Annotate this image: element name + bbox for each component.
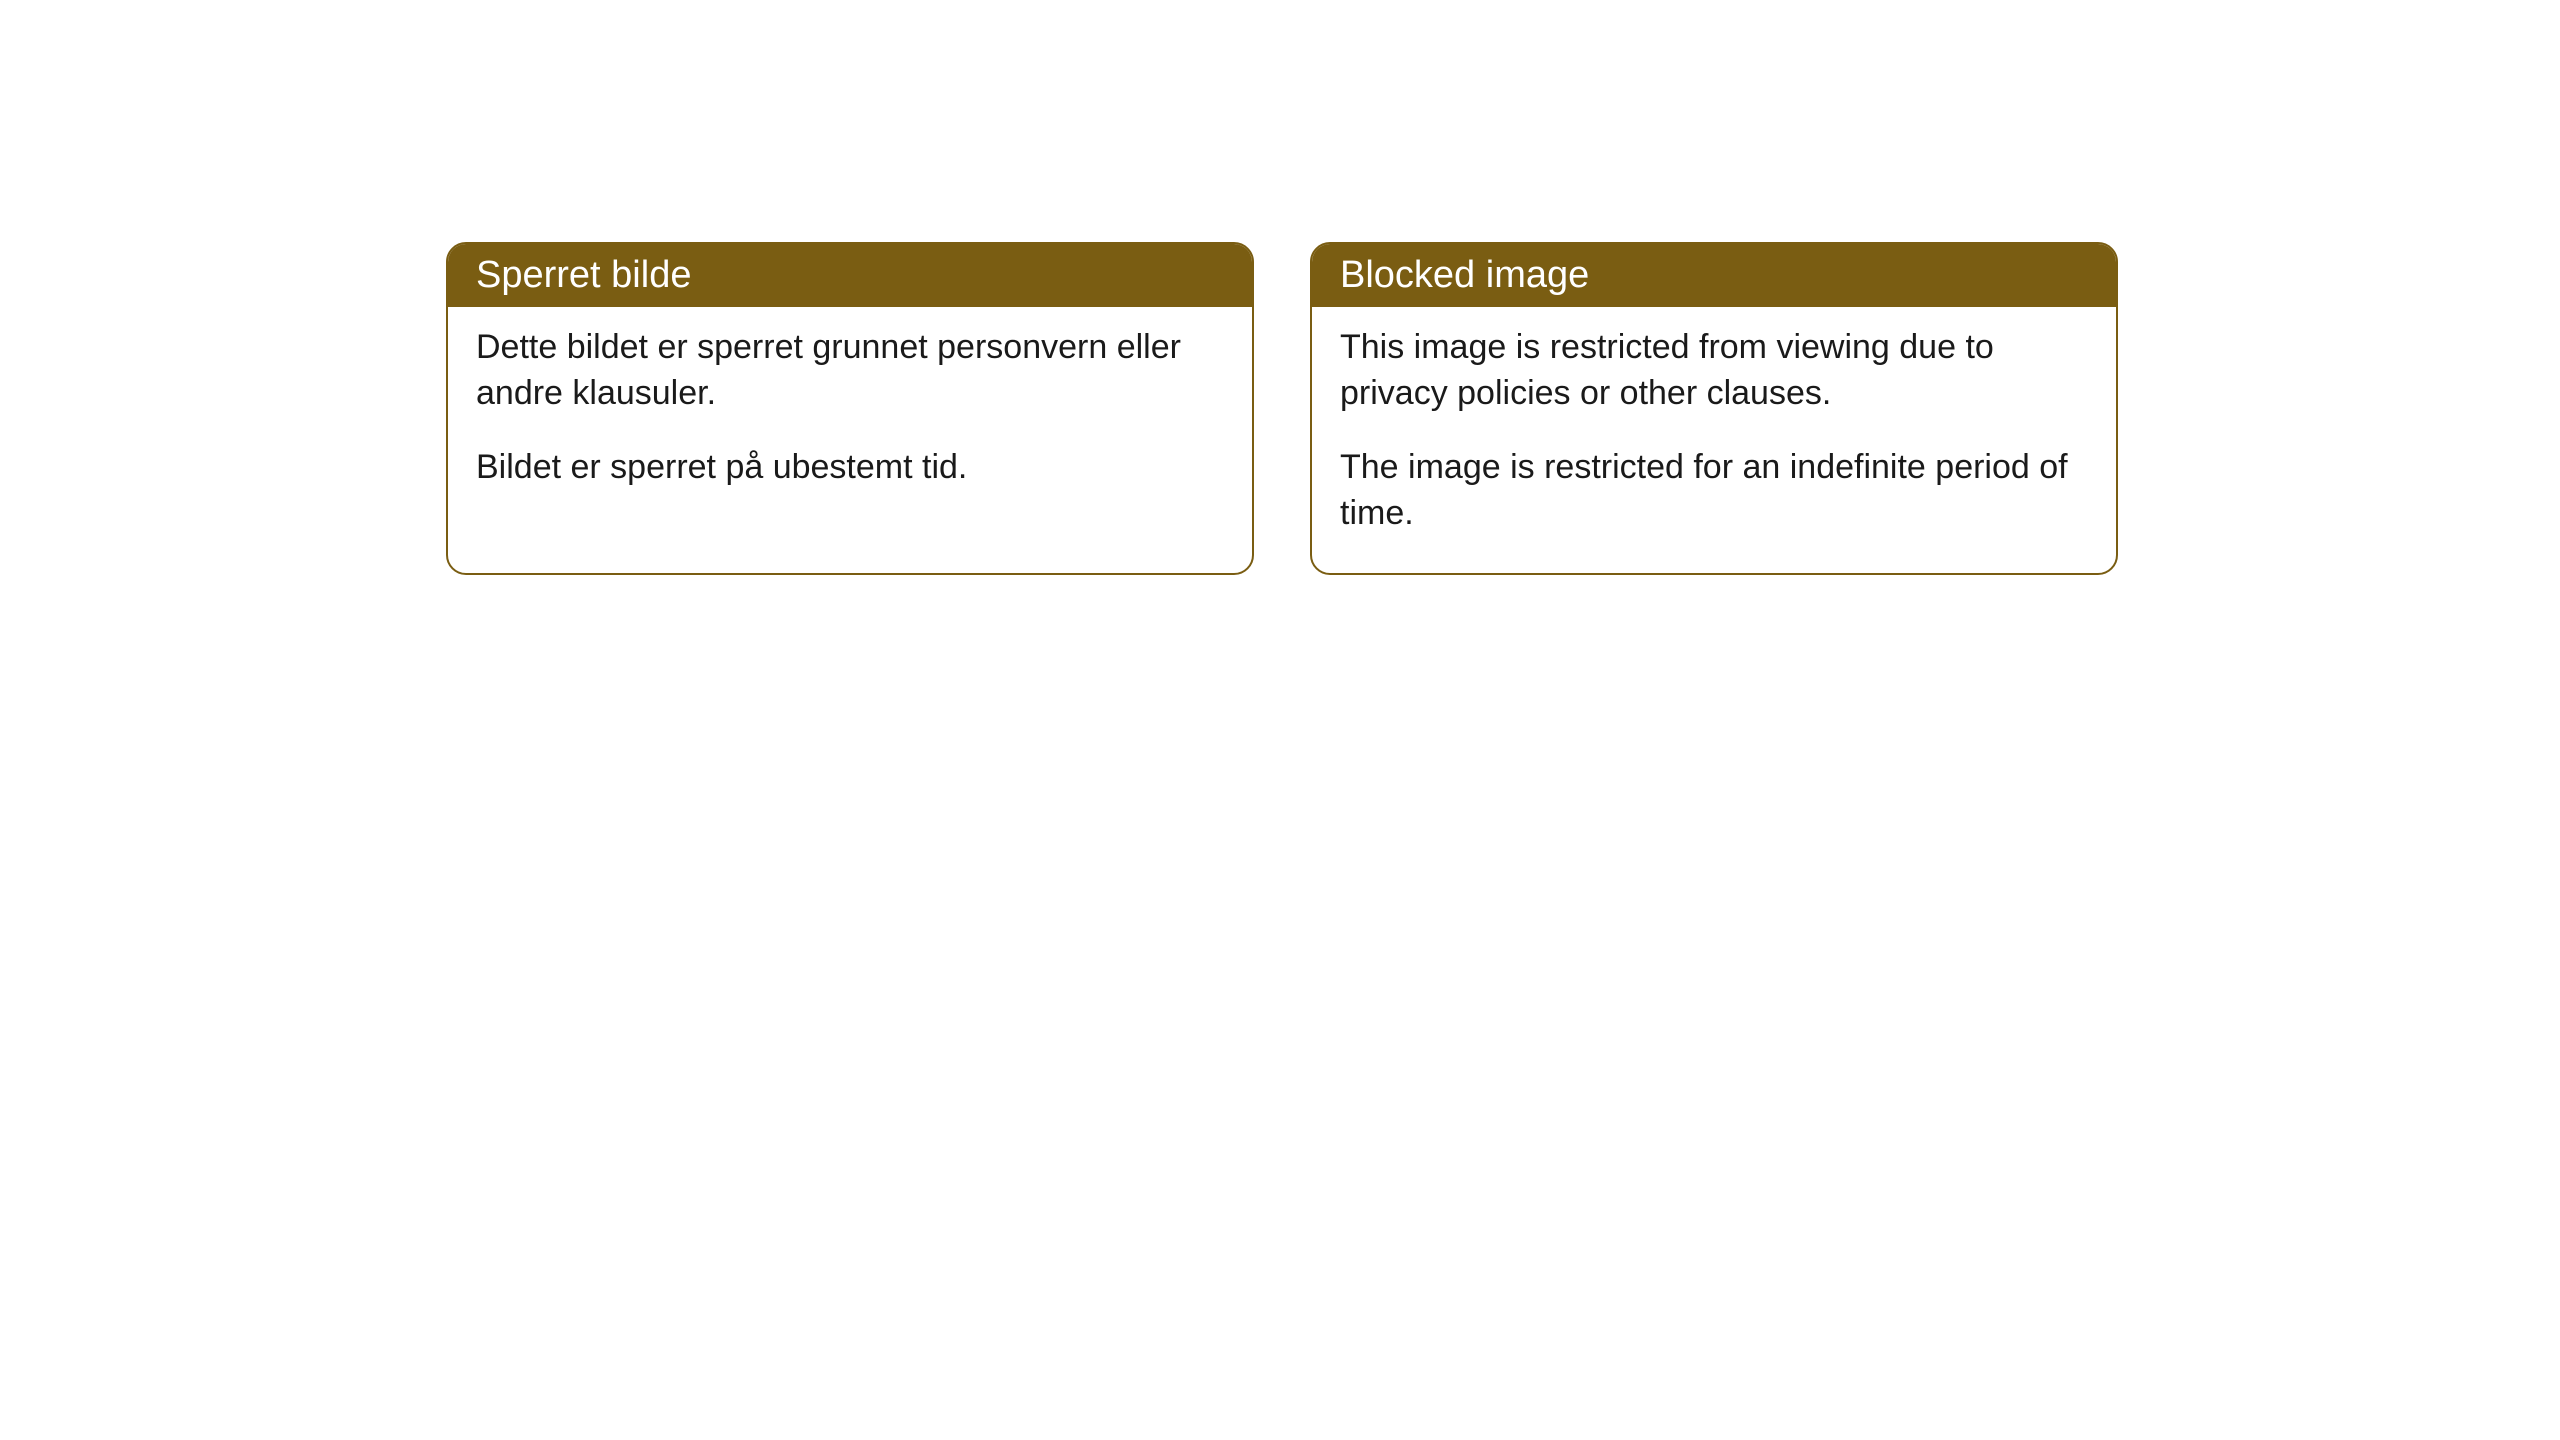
card-paragraph: This image is restricted from viewing du… [1340,325,2088,417]
card-title: Blocked image [1312,244,2116,307]
card-title: Sperret bilde [448,244,1252,307]
blocked-image-card-en: Blocked image This image is restricted f… [1310,242,2118,575]
card-paragraph: The image is restricted for an indefinit… [1340,445,2088,537]
card-body: Dette bildet er sperret grunnet personve… [448,307,1252,527]
card-body: This image is restricted from viewing du… [1312,307,2116,573]
cards-container: Sperret bilde Dette bildet er sperret gr… [446,242,2118,575]
blocked-image-card-no: Sperret bilde Dette bildet er sperret gr… [446,242,1254,575]
card-paragraph: Dette bildet er sperret grunnet personve… [476,325,1224,417]
card-paragraph: Bildet er sperret på ubestemt tid. [476,445,1224,491]
